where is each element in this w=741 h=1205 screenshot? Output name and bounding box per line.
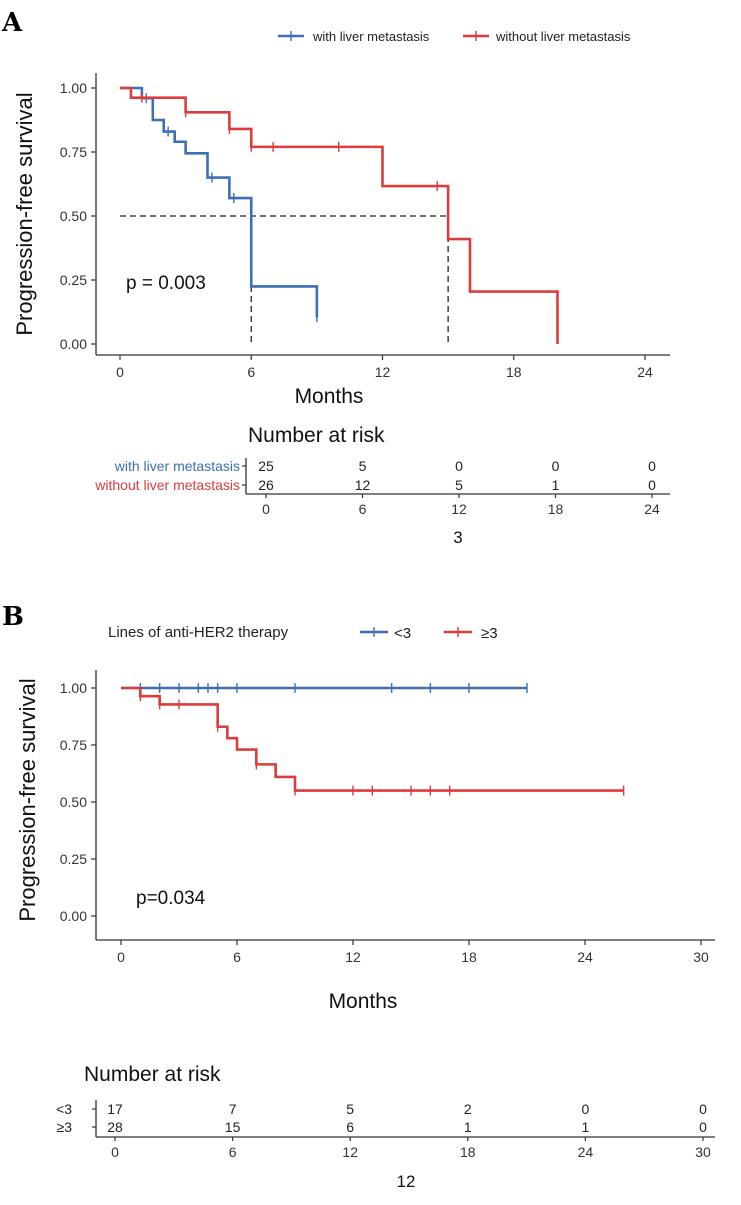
risk-count: 0	[455, 458, 463, 474]
x-tick-label: 24	[637, 364, 653, 380]
x-tick-label: 0	[117, 949, 125, 965]
legend-b-title: Lines of anti-HER2 therapy	[108, 624, 289, 641]
risk-row-label: <3	[56, 1101, 72, 1117]
y-tick-label: 0.75	[60, 737, 87, 753]
survival-curves-b	[121, 683, 625, 796]
y-tick-label: 1.00	[60, 680, 87, 696]
risk-count: 0	[648, 458, 656, 474]
risk-count: 0	[699, 1101, 707, 1117]
x-tick-label: 12	[345, 949, 361, 965]
x-tick-label: 6	[247, 364, 255, 380]
risk-count: 0	[648, 477, 656, 493]
risk-count: 6	[346, 1119, 354, 1135]
x-ticks-a: 0 6 12 18 24	[116, 355, 653, 380]
risk-x-tick-label: 0	[111, 1144, 119, 1160]
risk-count: 17	[107, 1101, 123, 1117]
x-tick-label: 12	[375, 364, 391, 380]
y-tick-label: 0.25	[60, 272, 87, 288]
risk-count: 5	[346, 1101, 354, 1117]
legend-a-label-1: with liver metastasis	[312, 29, 430, 44]
risk-table-a: with liver metastasis 25 5 0 0 0 without liver…	[94, 458, 670, 517]
risk-count: 0	[582, 1101, 590, 1117]
risk-count: 25	[258, 458, 274, 474]
legend-b-label-2: ≥3	[481, 625, 498, 642]
y-ticks-a: 0.00 0.25 0.50 0.75 1.00	[60, 80, 96, 352]
caption-a: 3	[453, 528, 462, 547]
risk-x-tick-label: 6	[359, 501, 367, 517]
risk-x-tick-label: 24	[578, 1144, 594, 1160]
panel-b: B Lines of anti-HER2 therapy <3 ≥3 Progr…	[2, 602, 715, 1191]
x-tick-label: 24	[577, 949, 593, 965]
risk-count: 7	[229, 1101, 237, 1117]
caption-b: 12	[397, 1172, 416, 1191]
risk-x-tick-label: 12	[451, 501, 467, 517]
survival-curve-2	[121, 686, 624, 792]
risk-count: 1	[464, 1119, 472, 1135]
x-axis-label-a: Months	[295, 385, 364, 408]
risk-x-tick-label: 18	[460, 1144, 476, 1160]
risk-count: 12	[355, 477, 371, 493]
y-ticks-b: 0.00 0.25 0.50 0.75 1.00	[60, 680, 96, 924]
risk-x-tick-label: 12	[342, 1144, 358, 1160]
panel-letter-b: B	[2, 602, 24, 632]
legend-b-label-1: <3	[394, 625, 411, 642]
y-tick-label: 0.00	[60, 908, 87, 924]
x-tick-label: 6	[233, 949, 241, 965]
risk-count: 26	[258, 477, 274, 493]
panel-a: A with liver metastasis without liver me…	[1, 8, 670, 547]
risk-table-b: <3 17 7 5 2 0 0 ≥3 28 15 6 1 1 0 0 6 12 18 24 30	[56, 1100, 715, 1160]
risk-count: 5	[455, 477, 463, 493]
y-tick-label: 0.00	[60, 336, 87, 352]
x-ticks-b: 0 6 12 18 24 30	[117, 940, 709, 965]
risk-row-label: without liver metastasis	[94, 477, 240, 493]
risk-count: 0	[552, 458, 560, 474]
x-tick-label: 0	[116, 364, 124, 380]
risk-table-title-b: Number at risk	[84, 1063, 221, 1086]
risk-count: 28	[107, 1119, 123, 1135]
risk-x-tick-label: 18	[548, 501, 564, 517]
x-tick-label: 30	[693, 949, 709, 965]
risk-count: 1	[582, 1119, 590, 1135]
p-value-b: p=0.034	[136, 888, 206, 909]
y-tick-label: 0.75	[60, 144, 87, 160]
y-axis-label-b: Progression-free survival	[15, 678, 40, 921]
risk-row-label: with liver metastasis	[114, 458, 240, 474]
risk-count: 1	[552, 477, 560, 493]
risk-count: 2	[464, 1101, 472, 1117]
legend-b: Lines of anti-HER2 therapy <3 ≥3	[108, 624, 498, 642]
survival-curves-a	[120, 86, 559, 344]
risk-x-tick-label: 6	[229, 1144, 237, 1160]
risk-table-title-a: Number at risk	[248, 424, 385, 447]
risk-row-label: ≥3	[57, 1119, 73, 1135]
panel-letter-a: A	[1, 8, 23, 38]
y-tick-label: 1.00	[60, 80, 87, 96]
x-tick-label: 18	[506, 364, 522, 380]
risk-count: 0	[699, 1119, 707, 1135]
p-value-a: p = 0.003	[126, 273, 206, 294]
x-axis-label-b: Months	[329, 990, 398, 1013]
y-tick-label: 0.50	[60, 208, 87, 224]
y-tick-label: 0.50	[60, 794, 87, 810]
legend-a-label-2: without liver metastasis	[495, 29, 631, 44]
x-tick-label: 18	[461, 949, 477, 965]
risk-x-tick-label: 30	[695, 1144, 711, 1160]
risk-x-tick-label: 0	[262, 501, 270, 517]
legend-a: with liver metastasis without liver meta…	[278, 29, 631, 44]
risk-count: 5	[359, 458, 367, 474]
y-axis-label-a: Progression-free survival	[12, 92, 37, 335]
risk-x-tick-label: 24	[644, 501, 660, 517]
y-tick-label: 0.25	[60, 851, 87, 867]
risk-count: 15	[225, 1119, 241, 1135]
